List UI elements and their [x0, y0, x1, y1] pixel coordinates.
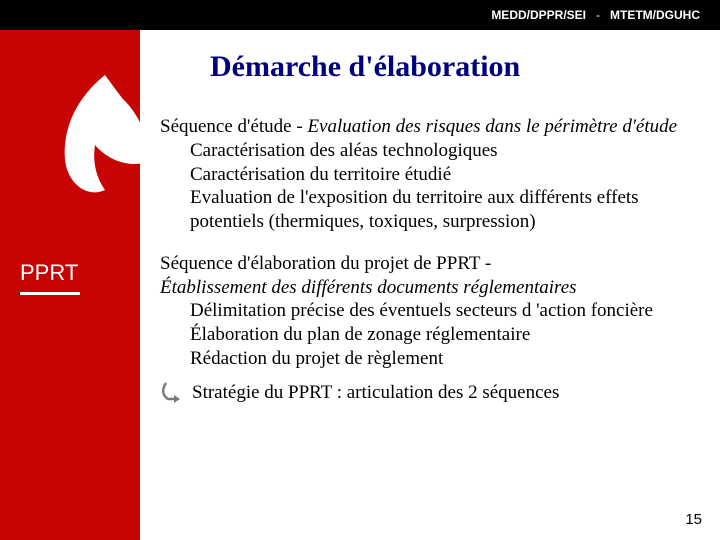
- header-left-text: MEDD/DPPR/SEI: [491, 8, 586, 22]
- sequence1-item: Evaluation de l'exposition du territoire…: [190, 186, 710, 234]
- sequence2-item: Rédaction du projet de règlement: [190, 347, 710, 371]
- sequence2-lead: Séquence d'élaboration du projet de PPRT…: [160, 253, 491, 274]
- sidebar-label: PPRT: [20, 260, 78, 286]
- sequence2-items: Délimitation précise des éventuels secte…: [160, 299, 710, 370]
- strategy-text: Stratégie du PPRT : articulation des 2 s…: [192, 381, 559, 405]
- sequence1-lead: Séquence d'étude -: [160, 116, 307, 137]
- sequence2-item: Délimitation précise des éventuels secte…: [190, 299, 710, 323]
- content-area: Séquence d'étude - Evaluation des risque…: [160, 115, 710, 404]
- sequence2-item: Élaboration du plan de zonage réglementa…: [190, 323, 710, 347]
- sequence2-heading: Séquence d'élaboration du projet de PPRT…: [160, 252, 710, 300]
- header-bar: MEDD/DPPR/SEI - MTETM/DGUHC: [0, 0, 720, 30]
- sequence1-item: Caractérisation des aléas technologiques: [190, 139, 710, 163]
- arrow-curve-icon: [160, 381, 184, 403]
- sequence1-subtitle: Evaluation des risques dans le périmètre…: [307, 116, 677, 137]
- sequence1-heading: Séquence d'étude - Evaluation des risque…: [160, 115, 710, 139]
- sequence1-item: Caractérisation du territoire étudié: [190, 163, 710, 187]
- sidebar-underline: [20, 292, 80, 295]
- sequence1-items: Caractérisation des aléas technologiques…: [160, 139, 710, 234]
- leaf-icon: [50, 70, 160, 200]
- sequence2-subtitle: Établissement des différents documents r…: [160, 277, 577, 298]
- strategy-row: Stratégie du PPRT : articulation des 2 s…: [160, 381, 710, 405]
- page-title: Démarche d'élaboration: [210, 50, 520, 84]
- header-separator: -: [596, 8, 600, 22]
- page-number: 15: [685, 511, 702, 528]
- header-right-text: MTETM/DGUHC: [610, 8, 700, 22]
